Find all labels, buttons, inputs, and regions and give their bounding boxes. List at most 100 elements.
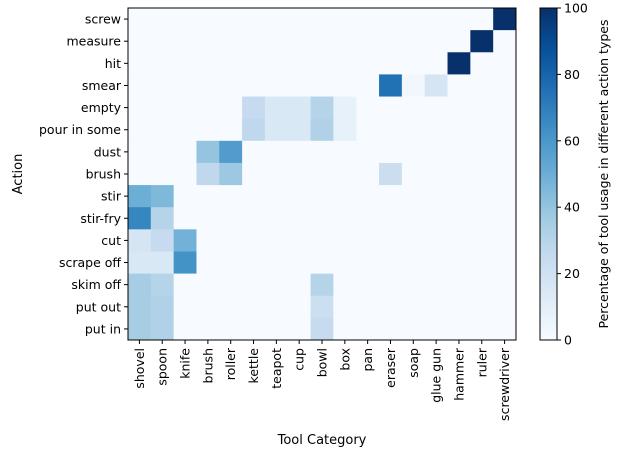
heatmap-cell-put-in-screwdriver: [493, 318, 516, 341]
heatmap-cell-hit-glue-gun: [425, 52, 448, 75]
heatmap-cell-put-in-kettle: [242, 318, 265, 341]
heatmap-cell-stir-fry-spoon: [151, 207, 174, 230]
heatmap-cell-scrape-off-soap: [402, 251, 425, 274]
heatmap-cell-stir-fry-hammer: [448, 207, 471, 230]
heatmap-cell-stir-roller: [219, 185, 242, 208]
x-tick-label: glue gun: [429, 348, 444, 403]
heatmap-cell-brush-screwdriver: [493, 163, 516, 186]
heatmap-cell-measure-cup: [288, 30, 311, 53]
heatmap-cell-measure-shovel: [128, 30, 151, 53]
heatmap-cell-hit-cup: [288, 52, 311, 75]
heatmap-cell-skim-off-hammer: [448, 274, 471, 297]
heatmap-cell-measure-soap: [402, 30, 425, 53]
heatmap-cell-stir-pan: [356, 185, 379, 208]
heatmap-cell-skim-off-cup: [288, 274, 311, 297]
heatmap-cell-stir-fry-knife: [174, 207, 197, 230]
heatmap-cell-pour-in-some-roller: [219, 119, 242, 142]
heatmap-cell-measure-spoon: [151, 30, 174, 53]
heatmap-cell-measure-glue-gun: [425, 30, 448, 53]
heatmap-cell-dust-box: [333, 141, 356, 164]
heatmap-cell-dust-ruler: [470, 141, 493, 164]
heatmap-cell-dust-teapot: [265, 141, 288, 164]
heatmap-cell-skim-off-shovel: [128, 274, 151, 297]
heatmap-cell-brush-hammer: [448, 163, 471, 186]
heatmap-cell-put-in-soap: [402, 318, 425, 341]
heatmap-cell-skim-off-screwdriver: [493, 274, 516, 297]
heatmap-cell-hit-shovel: [128, 52, 151, 75]
heatmap-cell-skim-off-bowl: [311, 274, 334, 297]
heatmap-cell-smear-knife: [174, 74, 197, 97]
heatmap-cell-scrape-off-shovel: [128, 251, 151, 274]
heatmap-cell-scrape-off-roller: [219, 251, 242, 274]
heatmap-cell-empty-soap: [402, 97, 425, 120]
heatmap-cell-put-in-shovel: [128, 318, 151, 341]
heatmap-cell-screw-cup: [288, 8, 311, 31]
heatmap-cell-stir-shovel: [128, 185, 151, 208]
heatmap-cell-stir-fry-box: [333, 207, 356, 230]
heatmap-cell-brush-shovel: [128, 163, 151, 186]
y-tick-label: brush: [86, 167, 121, 182]
heatmap-cell-stir-fry-shovel: [128, 207, 151, 230]
heatmap-cell-put-out-pan: [356, 296, 379, 319]
heatmap-cell-skim-off-pan: [356, 274, 379, 297]
heatmap-cell-stir-fry-ruler: [470, 207, 493, 230]
heatmap-cell-measure-teapot: [265, 30, 288, 53]
heatmap-cell-cut-spoon: [151, 229, 174, 252]
y-tick-label: put out: [76, 299, 121, 314]
heatmap-cell-stir-ruler: [470, 185, 493, 208]
heatmap-cell-smear-glue-gun: [425, 74, 448, 97]
heatmap-cell-smear-spoon: [151, 74, 174, 97]
heatmap-cell-skim-off-roller: [219, 274, 242, 297]
heatmap-cell-brush-bowl: [311, 163, 334, 186]
heatmap-cell-pour-in-some-soap: [402, 119, 425, 142]
heatmap-cell-pour-in-some-kettle: [242, 119, 265, 142]
heatmap-cell-stir-fry-kettle: [242, 207, 265, 230]
heatmap-cell-smear-soap: [402, 74, 425, 97]
heatmap-cell-screw-knife: [174, 8, 197, 31]
heatmap-cell-screw-kettle: [242, 8, 265, 31]
heatmap-cell-put-out-ruler: [470, 296, 493, 319]
heatmap-cell-hit-pan: [356, 52, 379, 75]
heatmap-cell-cut-roller: [219, 229, 242, 252]
heatmap-cell-screw-teapot: [265, 8, 288, 31]
y-tick-label: stir-fry: [80, 211, 121, 226]
heatmap-cell-screw-shovel: [128, 8, 151, 31]
heatmap-cell-scrape-off-brush: [196, 251, 219, 274]
heatmap-cell-screw-soap: [402, 8, 425, 31]
heatmap-cell-stir-fry-brush: [196, 207, 219, 230]
x-tick-label: pan: [360, 348, 375, 372]
heatmap-cell-brush-soap: [402, 163, 425, 186]
heatmap-cell-stir-spoon: [151, 185, 174, 208]
heatmap-cell-empty-box: [333, 97, 356, 120]
heatmap-cell-put-in-roller: [219, 318, 242, 341]
heatmap-cell-pour-in-some-knife: [174, 119, 197, 142]
heatmap-cell-smear-cup: [288, 74, 311, 97]
y-tick-label: screw: [85, 12, 121, 27]
heatmap-cell-screw-spoon: [151, 8, 174, 31]
heatmap-cell-dust-brush: [196, 141, 219, 164]
heatmap-cell-scrape-off-cup: [288, 251, 311, 274]
heatmap-cell-screw-bowl: [311, 8, 334, 31]
heatmap-cell-smear-screwdriver: [493, 74, 516, 97]
heatmap-cell-cut-ruler: [470, 229, 493, 252]
heatmap-cell-scrape-off-pan: [356, 251, 379, 274]
heatmap-cell-put-in-spoon: [151, 318, 174, 341]
heatmap-cell-measure-pan: [356, 30, 379, 53]
x-tick-label: roller: [223, 347, 238, 380]
heatmap-cell-scrape-off-knife: [174, 251, 197, 274]
y-tick-label: skim off: [71, 277, 121, 292]
y-tick-label: measure: [66, 34, 121, 49]
heatmap-cell-smear-kettle: [242, 74, 265, 97]
y-tick-label: smear: [82, 78, 122, 93]
x-tick-label: shovel: [132, 348, 147, 389]
heatmap-cell-measure-brush: [196, 30, 219, 53]
heatmap-cell-dust-cup: [288, 141, 311, 164]
heatmap-cell-put-in-pan: [356, 318, 379, 341]
x-tick-label: box: [337, 348, 352, 371]
heatmap-cell-put-out-roller: [219, 296, 242, 319]
heatmap-cell-measure-hammer: [448, 30, 471, 53]
heatmap-cell-stir-fry-teapot: [265, 207, 288, 230]
heatmap-cell-cut-pan: [356, 229, 379, 252]
heatmap-cell-stir-teapot: [265, 185, 288, 208]
